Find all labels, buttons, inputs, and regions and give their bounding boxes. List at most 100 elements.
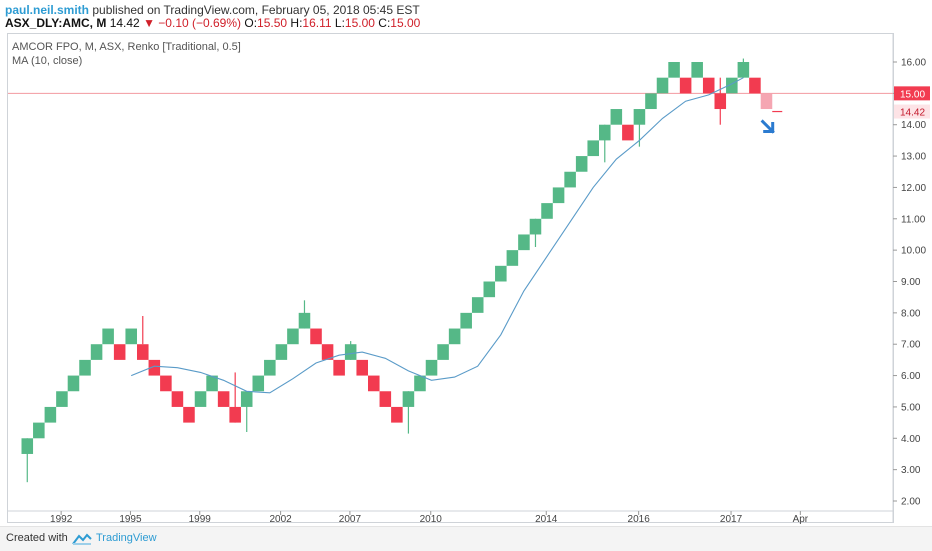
renko-brick-up [425, 359, 438, 376]
tradingview-logo-icon [72, 533, 92, 545]
x-tick-label: 2002 [269, 514, 292, 525]
footer-bar: Created with TradingView [0, 526, 932, 551]
renko-brick-up [56, 391, 68, 407]
renko-brick-up [495, 265, 507, 282]
x-tick-label: 1999 [189, 514, 212, 525]
renko-brick-up [298, 312, 311, 329]
ma-line [130, 77, 744, 394]
y-tick-label: 14.00 [901, 120, 926, 131]
close-label: C: [378, 16, 391, 30]
renko-brick-down [113, 344, 126, 360]
renko-brick-up [506, 250, 519, 266]
renko-brick-up [206, 375, 218, 392]
renko-brick-up [587, 140, 599, 157]
publish-info: published on TradingView.com, February 0… [92, 3, 420, 17]
renko-chart[interactable]: 2.00 3.00 4.00 5.00 6.00 7.00 8.00 9.00 10.00 11.… [0, 0, 932, 526]
y-tick-label: 9.00 [901, 277, 921, 288]
renko-brick-up [102, 328, 114, 345]
y-tick-label: 11.00 [901, 214, 926, 225]
renko-brick-down [321, 344, 334, 360]
open-value: 15.50 [257, 16, 288, 30]
renko-brick-up [633, 109, 646, 125]
renko-brick-up [264, 359, 276, 376]
x-tick-label: 2007 [339, 514, 362, 525]
y-tick-label: 12.00 [901, 183, 926, 194]
renko-brick-up [402, 391, 415, 407]
renko-brick-up [471, 297, 484, 313]
renko-brick-up [460, 312, 472, 329]
renko-brick-up [287, 328, 299, 345]
high-label: H: [290, 16, 303, 30]
renko-brick-down [379, 391, 392, 407]
renko-brick-down [160, 375, 172, 392]
x-tick-label: 2017 [720, 514, 743, 525]
last-price: 14.42 [109, 16, 140, 30]
renko-brick-up [125, 328, 137, 345]
y-tick-label: 5.00 [901, 402, 921, 413]
header-bar: paul.neil.smith published on TradingView… [0, 0, 932, 30]
current-price-label: 15.00 [900, 89, 925, 100]
y-tick-label: 6.00 [901, 371, 921, 382]
renko-brick-up [541, 203, 553, 219]
renko-brick-up [483, 281, 496, 298]
tradingview-link[interactable]: TradingView [96, 532, 157, 544]
renko-brick-down [702, 77, 715, 94]
renko-brick-up [552, 187, 565, 204]
renko-brick-down [183, 406, 195, 423]
renko-brick-up [656, 77, 669, 94]
close-value: 15.00 [390, 16, 421, 30]
renko-brick-up [610, 109, 623, 125]
high-value: 16.11 [302, 16, 332, 30]
x-tick-label: Apr [793, 514, 809, 525]
ma-legend: MA (10, close) [12, 55, 83, 67]
y-tick-label: 4.00 [901, 434, 921, 445]
last-price-label: 14.42 [900, 108, 925, 119]
renko-brick-down [679, 77, 692, 94]
low-value: 15.00 [344, 16, 375, 30]
renko-brick-up [194, 391, 207, 407]
renko-brick-up [518, 234, 530, 251]
x-tick-label: 2016 [628, 514, 651, 525]
renko-brick-down [310, 328, 322, 345]
renko-brick-up [90, 344, 103, 360]
author-link[interactable]: paul.neil.smith [5, 3, 90, 17]
down-right-arrow-icon [760, 119, 775, 134]
renko-brick-up [448, 328, 461, 345]
y-tick-label: 2.00 [901, 497, 921, 508]
renko-brick-up [564, 171, 576, 188]
y-tick-label: 13.00 [901, 152, 926, 163]
renko-brick-down [622, 124, 634, 141]
renko-brick-up [33, 422, 45, 439]
renko-brick-down [217, 391, 230, 407]
low-label: L: [334, 16, 345, 30]
x-tick-label: 1995 [119, 514, 142, 525]
renko-brick-up [668, 62, 680, 78]
renko-brick-up [599, 124, 611, 141]
open-label: O: [244, 16, 258, 30]
publish-line: paul.neil.smith published on TradingView… [5, 3, 420, 17]
renko-brick-up [737, 62, 750, 78]
current-price-label-bg [894, 86, 930, 101]
renko-brick-up [691, 62, 703, 78]
renko-brick-down [229, 406, 241, 423]
y-tick-label: 8.00 [901, 308, 921, 319]
renko-brick-up [414, 375, 426, 392]
renko-brick-up [437, 344, 449, 360]
renko-brick-down [171, 391, 184, 407]
chart-legend-title: AMCOR FPO, M, ASX, Renko [Traditional, 0… [12, 41, 241, 53]
renko-brick-up [252, 375, 265, 392]
renko-brick-up [575, 156, 588, 172]
renko-brick-up [44, 406, 57, 423]
renko-brick-down [760, 93, 773, 110]
quote-line: ASX_DLY:AMC, M 14.42 ▼ −0.10 (−0.69%) O:… [5, 16, 420, 30]
renko-brick-down [368, 375, 380, 392]
renko-brick-down [391, 406, 403, 423]
renko-brick-up [344, 344, 357, 360]
renko-brick-up [726, 77, 738, 94]
renko-brick-up [67, 375, 80, 392]
y-tick-label: 16.00 [901, 58, 926, 69]
last-price-label-bg [894, 104, 930, 119]
x-tick-label: 2014 [535, 514, 558, 525]
y-tick-label: 7.00 [901, 340, 921, 351]
down-triangle-icon: ▼ [143, 16, 155, 30]
